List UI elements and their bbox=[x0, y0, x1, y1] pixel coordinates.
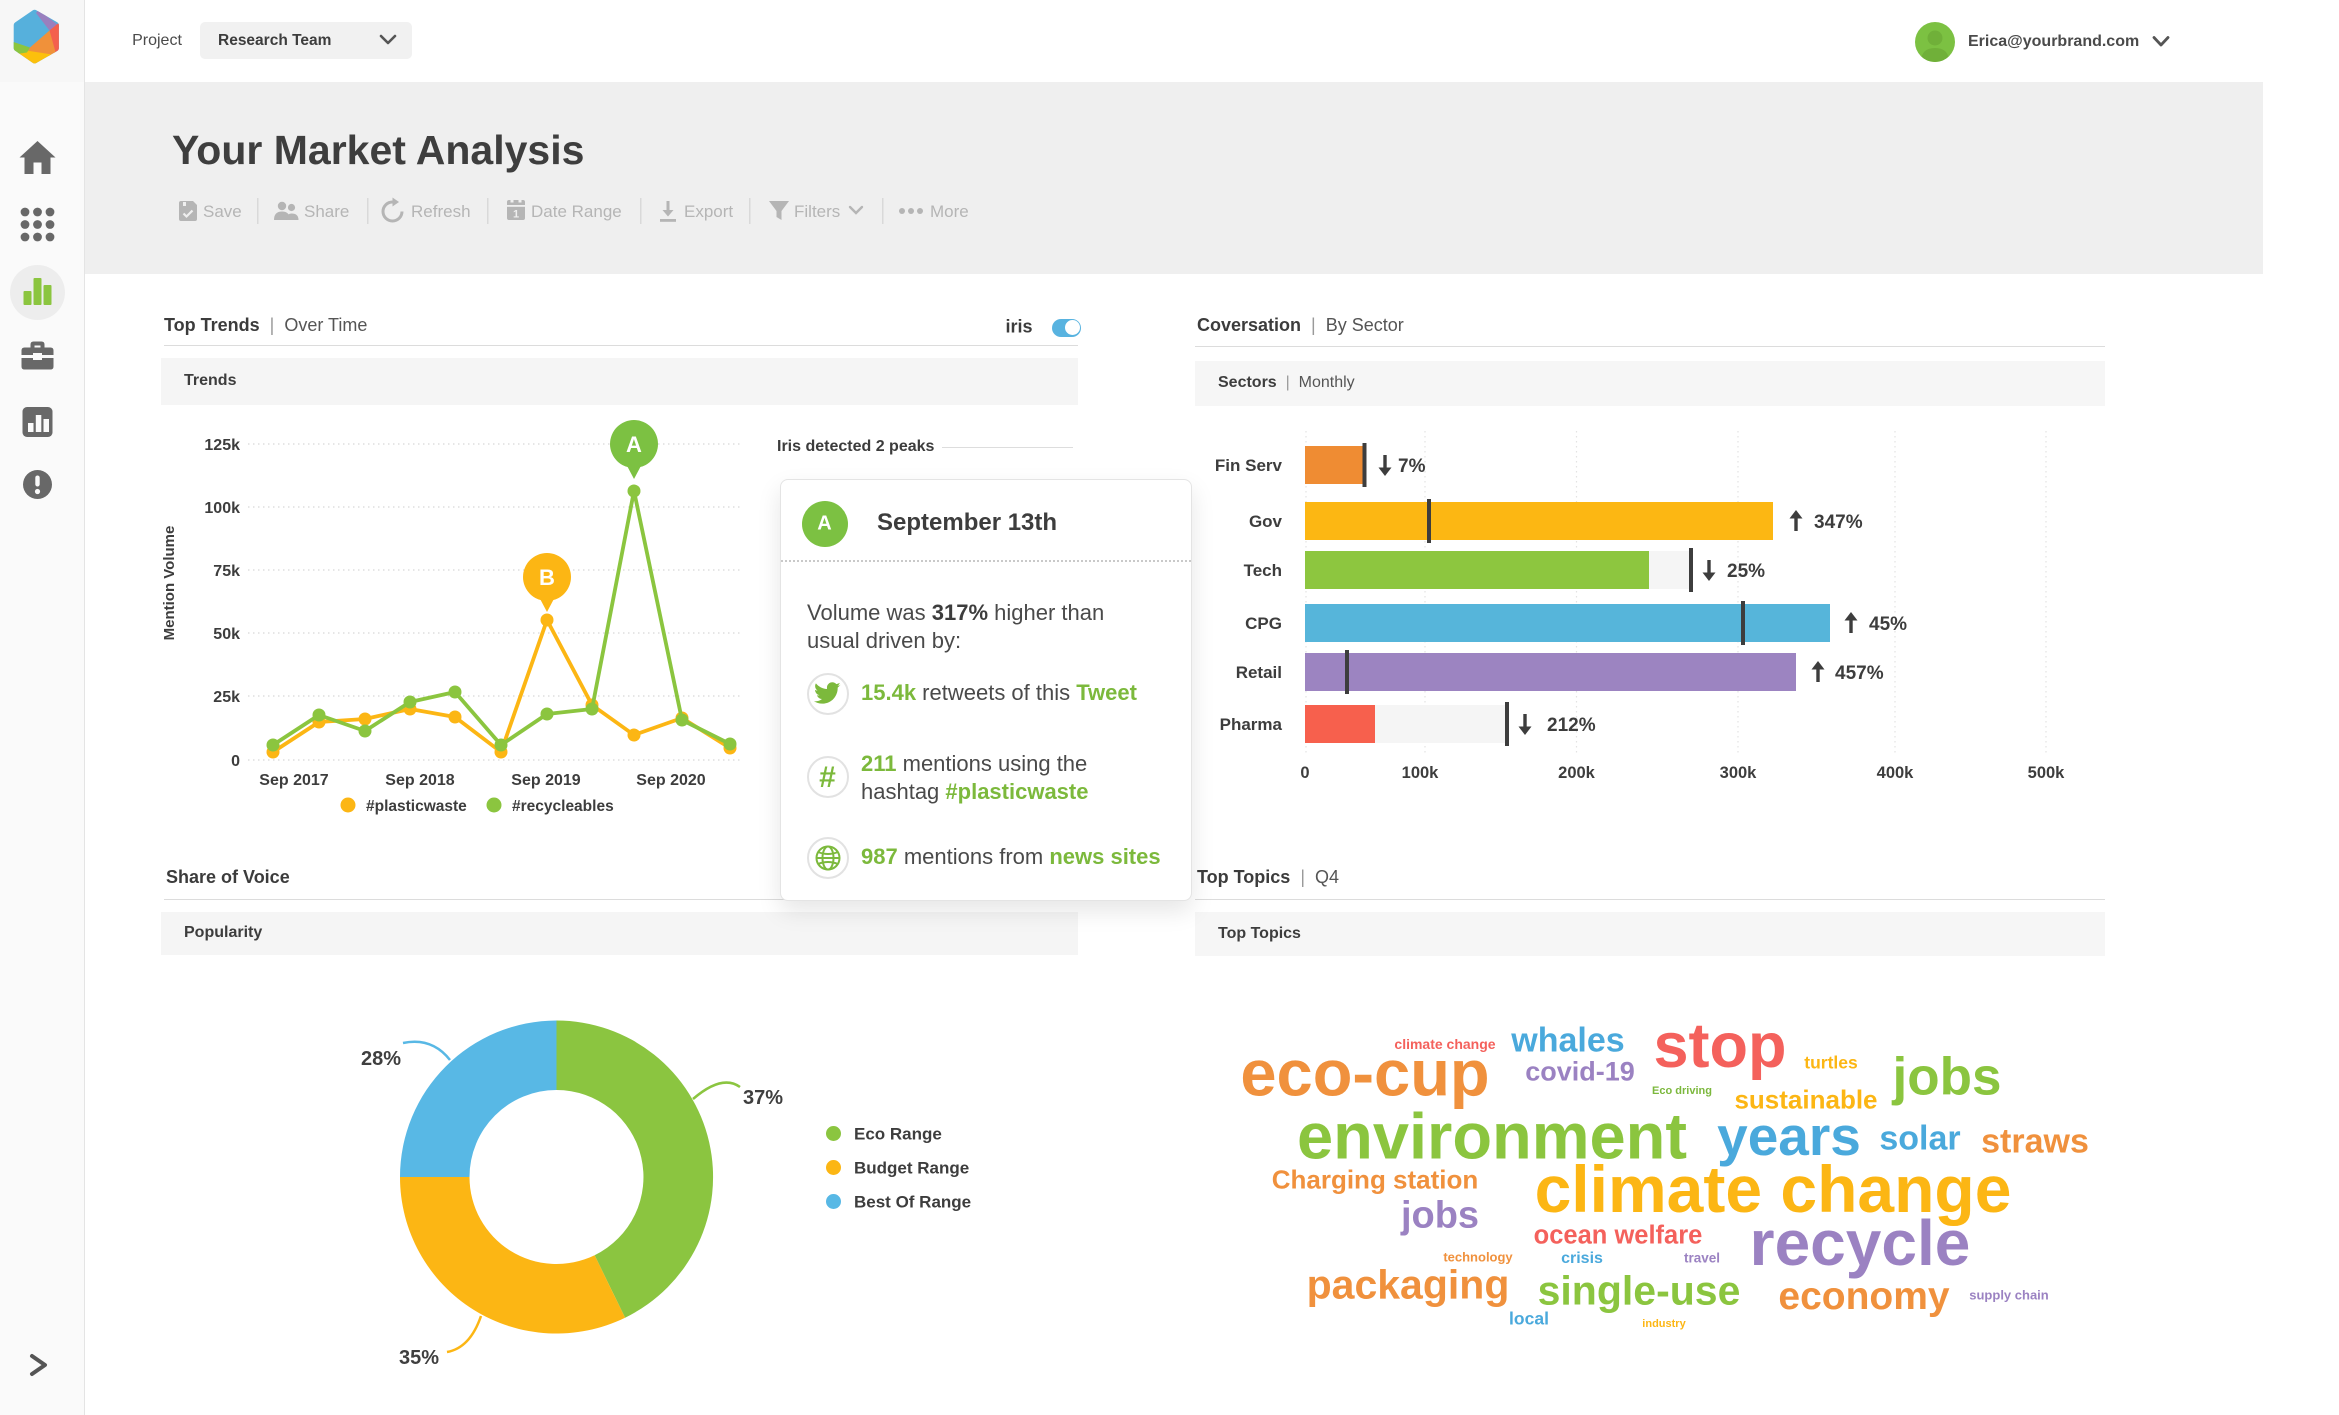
svg-text:100k: 100k bbox=[1402, 764, 1440, 782]
svg-text:25k: 25k bbox=[213, 689, 240, 706]
svg-text:25%: 25% bbox=[1727, 561, 1765, 582]
svg-text:50k: 50k bbox=[213, 626, 240, 643]
svg-text:0: 0 bbox=[1300, 764, 1309, 782]
svg-text:300k: 300k bbox=[1720, 764, 1758, 782]
svg-text:75k: 75k bbox=[213, 563, 240, 580]
svg-text:100k: 100k bbox=[204, 500, 240, 517]
svg-text:Save: Save bbox=[203, 202, 242, 221]
svg-text:7%: 7% bbox=[1398, 456, 1426, 477]
svg-text:500k: 500k bbox=[2028, 764, 2066, 782]
svg-text:Refresh: Refresh bbox=[411, 202, 471, 221]
svg-text:Best Of Range: Best Of Range bbox=[854, 1193, 971, 1212]
svg-text:35%: 35% bbox=[399, 1347, 439, 1369]
svg-text:Pharma: Pharma bbox=[1220, 715, 1283, 734]
svg-text:More: More bbox=[930, 202, 969, 221]
svg-text:Tech: Tech bbox=[1244, 561, 1282, 580]
svg-text:Sep 2017: Sep 2017 bbox=[259, 772, 328, 789]
svg-text:CPG: CPG bbox=[1245, 614, 1282, 633]
svg-text:400k: 400k bbox=[1877, 764, 1915, 782]
svg-text:37%: 37% bbox=[743, 1087, 783, 1109]
svg-text:28%: 28% bbox=[361, 1048, 401, 1070]
svg-text:B: B bbox=[539, 565, 555, 590]
svg-text:Sep 2019: Sep 2019 bbox=[511, 772, 580, 789]
svg-text:200k: 200k bbox=[1558, 764, 1596, 782]
svg-text:Filters: Filters bbox=[794, 202, 840, 221]
svg-text:Share: Share bbox=[304, 202, 349, 221]
svg-text:457%: 457% bbox=[1835, 663, 1884, 684]
svg-text:Export: Export bbox=[684, 202, 733, 221]
svg-text:Gov: Gov bbox=[1249, 512, 1283, 531]
svg-text:125k: 125k bbox=[204, 437, 240, 454]
svg-text:45%: 45% bbox=[1869, 614, 1907, 635]
svg-text:A: A bbox=[626, 432, 642, 457]
svg-text:Sep 2018: Sep 2018 bbox=[385, 772, 454, 789]
svg-text:#plasticwaste: #plasticwaste bbox=[366, 798, 467, 815]
svg-text:Sep 2020: Sep 2020 bbox=[636, 772, 705, 789]
svg-text:#recycleables: #recycleables bbox=[512, 798, 614, 815]
svg-text:0: 0 bbox=[231, 753, 240, 770]
svg-text:Mention Volume: Mention Volume bbox=[161, 526, 178, 641]
svg-text:347%: 347% bbox=[1814, 512, 1863, 533]
svg-text:Budget Range: Budget Range bbox=[854, 1159, 969, 1178]
svg-text:Date Range: Date Range bbox=[531, 202, 622, 221]
svg-text:Fin Serv: Fin Serv bbox=[1215, 456, 1283, 475]
svg-text:1: 1 bbox=[513, 209, 519, 221]
svg-text:Eco Range: Eco Range bbox=[854, 1125, 942, 1144]
svg-text:212%: 212% bbox=[1547, 715, 1596, 736]
svg-text:Retail: Retail bbox=[1236, 663, 1282, 682]
